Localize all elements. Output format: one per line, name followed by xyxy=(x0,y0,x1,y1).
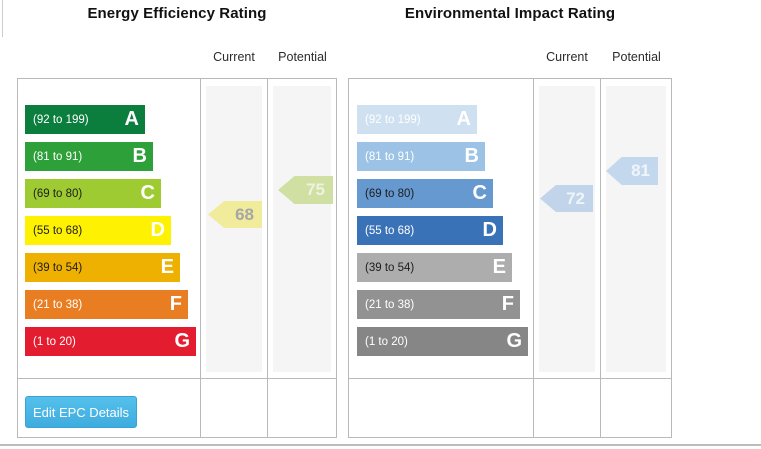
current-rating-value: 68 xyxy=(235,204,254,224)
band-letter: E xyxy=(160,256,174,278)
band-row-b: (81 to 91) B xyxy=(25,142,153,171)
potential-column-track xyxy=(273,86,331,372)
band-range-label: (1 to 20) xyxy=(33,335,76,348)
page-edge-line xyxy=(2,0,3,37)
band-letter: D xyxy=(150,219,165,241)
eir-footer-cell xyxy=(349,378,534,437)
band-row-c: (69 to 80) C xyxy=(25,179,161,208)
current-column-track xyxy=(206,86,262,372)
eir-potential-column-header: Potential xyxy=(612,50,661,64)
band-letter: A xyxy=(456,108,471,130)
band-range-label: (55 to 68) xyxy=(365,224,415,237)
band-range-label: (81 to 91) xyxy=(33,150,83,163)
edit-epc-details-button[interactable]: Edit EPC Details xyxy=(25,396,137,428)
eir-current-cell xyxy=(534,79,601,378)
eer-potential-column-header: Potential xyxy=(278,50,327,64)
band-range-label: (39 to 54) xyxy=(33,261,83,274)
band-letter: F xyxy=(169,293,182,315)
energy-efficiency-title: Energy Efficiency Rating xyxy=(87,5,267,22)
potential-column-track xyxy=(606,86,666,372)
band-range-label: (92 to 199) xyxy=(365,113,421,126)
eer-footer-cell: Edit EPC Details xyxy=(18,378,201,437)
band-row-d: (55 to 68) D xyxy=(25,216,171,245)
section-divider-line xyxy=(0,444,761,446)
eer-current-column-header: Current xyxy=(213,50,255,64)
band-range-label: (21 to 38) xyxy=(365,298,415,311)
current-rating-value: 72 xyxy=(566,188,585,208)
band-letter: B xyxy=(132,145,147,167)
band-row-d: (55 to 68) D xyxy=(357,216,503,245)
eer-footer-current-cell xyxy=(201,378,268,437)
band-range-label: (39 to 54) xyxy=(365,261,415,274)
band-letter: F xyxy=(501,293,514,315)
band-range-label: (81 to 91) xyxy=(365,150,415,163)
band-row-g: (1 to 20) G xyxy=(357,327,528,356)
potential-rating-value: 81 xyxy=(631,161,650,180)
eir-bands-cell: (92 to 199) A (81 to 91) B (69 to 80) C … xyxy=(349,79,534,378)
band-row-f: (21 to 38) F xyxy=(25,290,188,319)
band-range-label: (92 to 199) xyxy=(33,113,89,126)
band-letter: E xyxy=(492,256,506,278)
band-range-label: (55 to 68) xyxy=(33,224,83,237)
environmental-impact-title: Environmental Impact Rating xyxy=(404,5,616,22)
band-row-f: (21 to 38) F xyxy=(357,290,520,319)
eir-footer-current-cell xyxy=(534,378,601,437)
band-letter: C xyxy=(472,182,487,204)
band-range-label: (69 to 80) xyxy=(365,187,415,200)
band-row-b: (81 to 91) B xyxy=(357,142,485,171)
band-letter: G xyxy=(174,330,190,352)
eir-potential-cell xyxy=(601,79,671,378)
band-letter: D xyxy=(482,219,497,241)
band-row-g: (1 to 20) G xyxy=(25,327,196,356)
energy-efficiency-table: (92 to 199) A (81 to 91) B (69 to 80) C … xyxy=(17,78,337,438)
environmental-impact-table: (92 to 199) A (81 to 91) B (69 to 80) C … xyxy=(348,78,672,438)
eir-current-column-header: Current xyxy=(546,50,588,64)
band-row-a: (92 to 199) A xyxy=(25,105,145,134)
band-row-c: (69 to 80) C xyxy=(357,179,493,208)
eer-footer-potential-cell xyxy=(268,378,336,437)
eer-bands-cell: (92 to 199) A (81 to 91) B (69 to 80) C … xyxy=(18,79,201,378)
eir-footer-potential-cell xyxy=(601,378,671,437)
potential-rating-value: 75 xyxy=(306,180,325,199)
band-range-label: (1 to 20) xyxy=(365,335,408,348)
band-row-e: (39 to 54) E xyxy=(25,253,180,282)
band-letter: G xyxy=(506,330,522,352)
band-letter: C xyxy=(140,182,155,204)
band-letter: A xyxy=(124,108,139,130)
eer-current-cell xyxy=(201,79,268,378)
current-column-track xyxy=(539,86,595,372)
band-range-label: (21 to 38) xyxy=(33,298,83,311)
band-row-e: (39 to 54) E xyxy=(357,253,512,282)
band-range-label: (69 to 80) xyxy=(33,187,83,200)
eer-potential-cell xyxy=(268,79,336,378)
band-letter: B xyxy=(464,145,479,167)
band-row-a: (92 to 199) A xyxy=(357,105,477,134)
